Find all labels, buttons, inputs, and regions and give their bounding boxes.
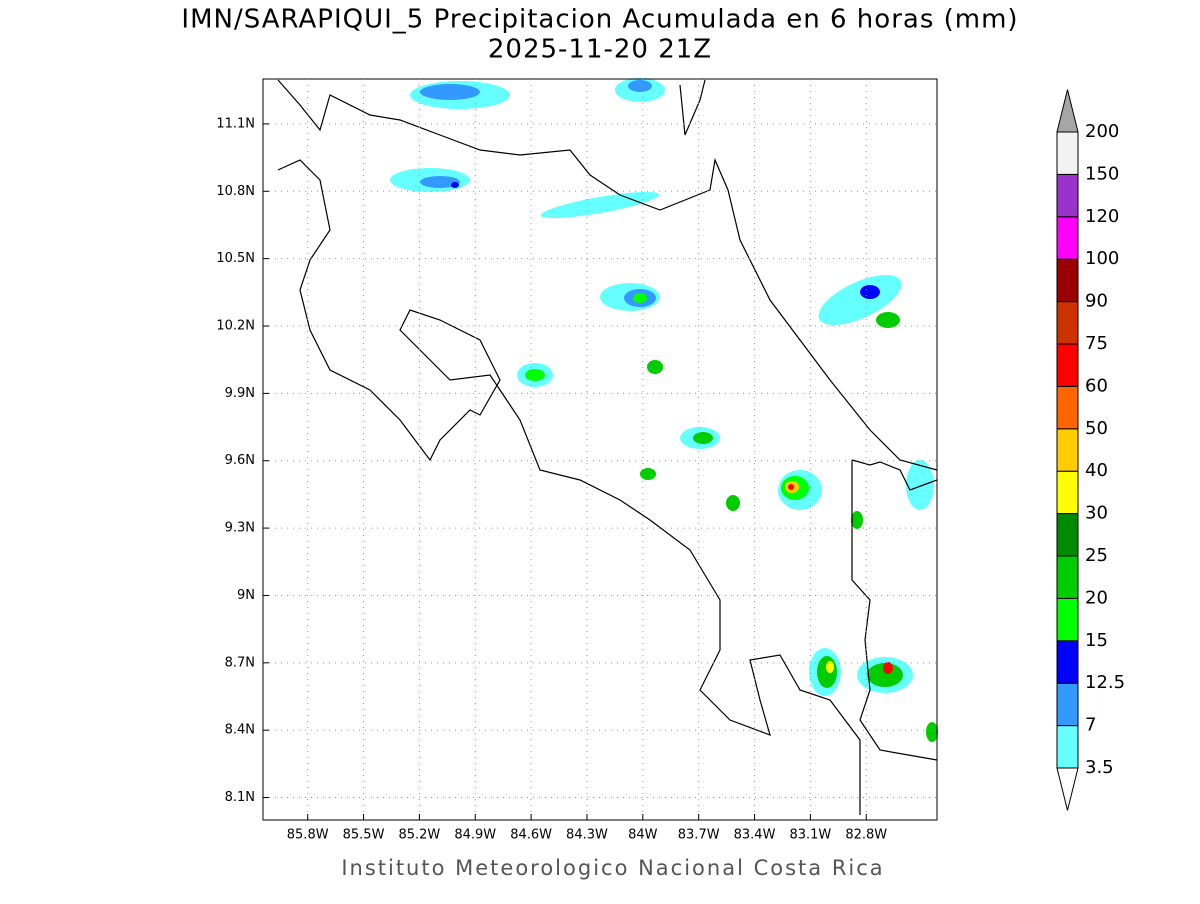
colorbar-box xyxy=(1056,682,1079,727)
colorbar-label: 40 xyxy=(1085,460,1108,481)
y-tick-label: 8.4N xyxy=(225,723,255,738)
colorbar-box xyxy=(1056,258,1079,303)
y-tick-label: 10.8N xyxy=(216,184,255,199)
x-tick-label: 85.2W xyxy=(398,828,440,843)
x-tick-label: 84.3W xyxy=(566,828,608,843)
x-tick-label: 85.8W xyxy=(287,828,329,843)
colorbar-label: 150 xyxy=(1085,163,1119,184)
colorbar-label: 3.5 xyxy=(1085,757,1114,778)
colorbar-label: 120 xyxy=(1085,206,1119,227)
y-tick-label: 9N xyxy=(237,588,255,603)
colorbar-label: 7 xyxy=(1085,715,1096,736)
colorbar-box xyxy=(1056,131,1079,175)
colorbar-box xyxy=(1056,470,1079,515)
map-frame xyxy=(262,78,938,821)
colorbar-box xyxy=(1056,343,1079,387)
footer: Instituto Meteorologico Nacional Costa R… xyxy=(341,856,884,880)
y-tick-label: 11.1N xyxy=(216,116,255,131)
colorbar-box xyxy=(1056,597,1079,642)
y-tick-label: 9.9N xyxy=(225,386,255,401)
subtitle: 2025-11-20 21Z xyxy=(488,35,712,65)
y-tick-label: 9.3N xyxy=(225,521,255,536)
y-tick-label: 9.6N xyxy=(225,453,255,468)
colorbar-label: 100 xyxy=(1085,248,1119,269)
colorbar-over xyxy=(1056,89,1079,133)
colorbar-box xyxy=(1056,216,1079,260)
colorbar-label: 20 xyxy=(1085,587,1108,608)
colorbar-label: 200 xyxy=(1085,121,1119,142)
x-tick-label: 83.4W xyxy=(734,828,776,843)
x-tick-label: 84W xyxy=(628,828,658,843)
colorbar-label: 60 xyxy=(1085,375,1108,396)
colorbar-box xyxy=(1056,385,1079,430)
x-tick-label: 84.6W xyxy=(510,828,552,843)
colorbar-box xyxy=(1056,428,1079,472)
y-tick-label: 10.5N xyxy=(216,251,255,266)
colorbar-box xyxy=(1056,513,1079,557)
colorbar-label: 90 xyxy=(1085,291,1108,312)
title: IMN/SARAPIQUI_5 Precipitacion Acumulada … xyxy=(181,5,1018,35)
precipitation-field xyxy=(390,78,938,742)
colorbar-box xyxy=(1056,173,1079,218)
colorbar-box xyxy=(1056,725,1079,769)
x-tick-label: 82.8W xyxy=(845,828,887,843)
colorbar-under xyxy=(1056,767,1079,811)
colorbar-box xyxy=(1056,640,1079,684)
colorbar-box xyxy=(1056,555,1079,599)
x-tick-label: 83.7W xyxy=(678,828,720,843)
colorbar-label: 15 xyxy=(1085,630,1108,651)
y-tick-label: 10.2N xyxy=(216,319,255,334)
colorbar-label: 12.5 xyxy=(1085,672,1125,693)
colorbar-label: 30 xyxy=(1085,503,1108,524)
x-tick-label: 85.5W xyxy=(343,828,385,843)
x-tick-label: 84.9W xyxy=(454,828,496,843)
coastline xyxy=(277,79,938,815)
colorbar-label: 75 xyxy=(1085,333,1108,354)
x-tick-label: 83.1W xyxy=(789,828,831,843)
y-tick-label: 8.1N xyxy=(225,790,255,805)
colorbar-label: 50 xyxy=(1085,418,1108,439)
colorbar-box xyxy=(1056,301,1079,345)
y-tick-label: 8.7N xyxy=(225,655,255,670)
colorbar-label: 25 xyxy=(1085,545,1108,566)
